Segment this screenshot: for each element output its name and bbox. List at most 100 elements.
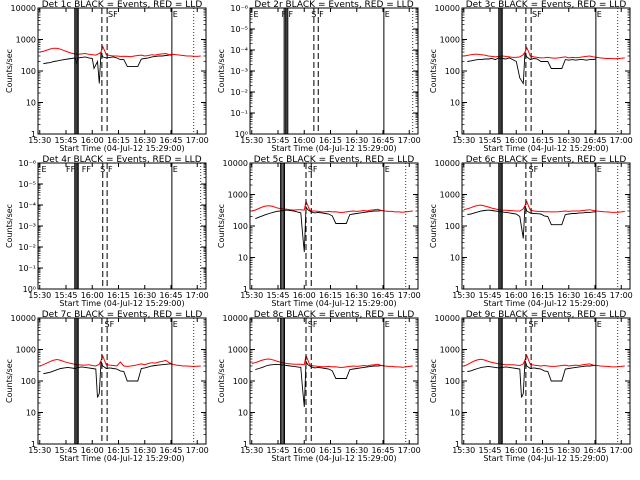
x-tick-label: 16:00 bbox=[293, 446, 316, 455]
y-tick-label: 10⁻⁶ bbox=[230, 4, 248, 13]
x-tick-label: 16:00 bbox=[81, 136, 104, 145]
y-tick-label: 1 bbox=[243, 285, 248, 294]
x-tick-label: 15:30 bbox=[452, 291, 475, 300]
x-tick-label: 16:15 bbox=[319, 446, 342, 455]
y-tick-label: 10 bbox=[450, 409, 460, 418]
y-tick-label: 10⁻⁵ bbox=[230, 25, 248, 34]
y-tick-label: 10⁻⁶ bbox=[18, 159, 36, 168]
y-tick-label: 1000 bbox=[228, 346, 248, 355]
x-tick-label: 16:15 bbox=[107, 446, 130, 455]
y-tick-label: 1000 bbox=[16, 36, 36, 45]
x-tick-label: 15:30 bbox=[28, 136, 51, 145]
flag-label: SF bbox=[529, 165, 539, 174]
y-tick-label: 1 bbox=[455, 130, 460, 139]
flag-label: E bbox=[597, 10, 602, 19]
x-tick-label: 17:00 bbox=[186, 291, 209, 300]
flag-label: E bbox=[173, 10, 178, 19]
x-tick-label: 17:00 bbox=[186, 136, 209, 145]
flag-label: E bbox=[173, 165, 178, 174]
panel-title: Det 7c BLACK = Events, RED = LLD bbox=[42, 310, 203, 320]
series-line-events bbox=[255, 359, 384, 408]
x-tick-label: 17:00 bbox=[610, 291, 633, 300]
x-tick-label: 17:00 bbox=[398, 136, 421, 145]
series-line-events bbox=[467, 360, 596, 398]
x-axis-label: Start Time (04-Jul-12 15:29:00) bbox=[483, 299, 608, 308]
x-axis-label: Start Time (04-Jul-12 15:29:00) bbox=[59, 299, 184, 308]
x-tick-label: 17:00 bbox=[610, 136, 633, 145]
x-tick-label: 16:30 bbox=[345, 446, 368, 455]
x-tick-label: 15:30 bbox=[28, 291, 51, 300]
y-axis-label: Counts/sec bbox=[5, 49, 14, 93]
panel-title: Det 8c BLACK = Events, RED = LLD bbox=[254, 310, 415, 320]
flag-label: S bbox=[100, 165, 105, 174]
y-tick-label: 10⁻³ bbox=[18, 222, 36, 231]
series-line-events bbox=[255, 205, 384, 253]
y-tick-label: 10 bbox=[26, 409, 36, 418]
y-tick-label: 10⁻⁴ bbox=[230, 46, 248, 55]
x-tick-label: 16:45 bbox=[583, 446, 606, 455]
flag-label: SF bbox=[308, 165, 318, 174]
x-tick-label: 16:30 bbox=[345, 291, 368, 300]
y-tick-label: 10⁰ bbox=[23, 285, 36, 294]
series-line-lld bbox=[463, 46, 625, 60]
x-tick-label: 16:15 bbox=[107, 291, 130, 300]
flag-label: E bbox=[385, 165, 390, 174]
y-tick-label: 100 bbox=[233, 377, 248, 386]
flag-label: FF bbox=[82, 165, 92, 174]
x-tick-label: 16:00 bbox=[505, 446, 528, 455]
series-line-lld bbox=[251, 353, 413, 368]
y-tick-label: 10⁻² bbox=[18, 243, 36, 252]
y-axis-label: Counts/sec bbox=[429, 49, 438, 93]
x-tick-label: 16:30 bbox=[557, 136, 580, 145]
y-tick-label: 100 bbox=[445, 67, 460, 76]
y-tick-label: 10000 bbox=[223, 314, 248, 323]
y-tick-label: 10000 bbox=[435, 159, 460, 168]
panel-title: Det 1c BLACK = Events, RED = LLD bbox=[42, 0, 203, 10]
flag-label: S bbox=[311, 10, 316, 19]
x-tick-label: 15:30 bbox=[452, 446, 475, 455]
x-tick-label: 16:45 bbox=[583, 291, 606, 300]
y-axis-label: Counts/sec bbox=[217, 49, 226, 93]
x-tick-label: 15:30 bbox=[28, 446, 51, 455]
x-axis-label: Start Time (04-Jul-12 15:29:00) bbox=[59, 454, 184, 463]
x-axis-label: Start Time (04-Jul-12 15:29:00) bbox=[483, 454, 608, 463]
x-tick-label: 16:15 bbox=[531, 291, 554, 300]
series-line-lld bbox=[251, 199, 413, 213]
y-tick-label: 10 bbox=[26, 99, 36, 108]
y-tick-label: 1000 bbox=[440, 346, 460, 355]
x-tick-label: 17:00 bbox=[610, 446, 633, 455]
y-tick-label: 1 bbox=[455, 440, 460, 449]
flag-label: SF bbox=[108, 10, 118, 19]
panel-title: Det 2r BLACK = Events, RED = LLD bbox=[254, 0, 413, 10]
y-tick-label: 10 bbox=[450, 99, 460, 108]
x-tick-label: 16:45 bbox=[159, 136, 182, 145]
y-tick-label: 10000 bbox=[435, 314, 460, 323]
y-tick-label: 10⁻³ bbox=[230, 67, 248, 76]
flag-label: FF bbox=[66, 165, 76, 174]
series-line-events bbox=[467, 51, 597, 85]
y-tick-label: 10 bbox=[450, 254, 460, 263]
x-tick-label: 16:15 bbox=[319, 136, 342, 145]
x-tick-label: 16:30 bbox=[133, 446, 156, 455]
flag-label: SF bbox=[105, 320, 115, 329]
y-axis-label: Counts/sec bbox=[429, 359, 438, 403]
x-axis-label: Start Time (04-Jul-12 15:29:00) bbox=[271, 299, 396, 308]
y-tick-label: 10000 bbox=[11, 4, 36, 13]
x-tick-label: 16:45 bbox=[371, 446, 394, 455]
x-tick-label: 15:45 bbox=[54, 291, 77, 300]
x-tick-label: 15:45 bbox=[54, 446, 77, 455]
y-tick-label: 1 bbox=[243, 440, 248, 449]
series-line-lld bbox=[463, 200, 625, 213]
x-tick-label: 15:30 bbox=[240, 446, 263, 455]
x-tick-label: 15:45 bbox=[478, 291, 501, 300]
x-tick-label: 15:45 bbox=[266, 136, 289, 145]
x-tick-label: 16:15 bbox=[319, 291, 342, 300]
y-tick-label: 1000 bbox=[228, 191, 248, 200]
flag-label: F bbox=[108, 165, 113, 174]
x-tick-label: 15:45 bbox=[478, 136, 501, 145]
y-tick-label: 10 bbox=[238, 254, 248, 263]
